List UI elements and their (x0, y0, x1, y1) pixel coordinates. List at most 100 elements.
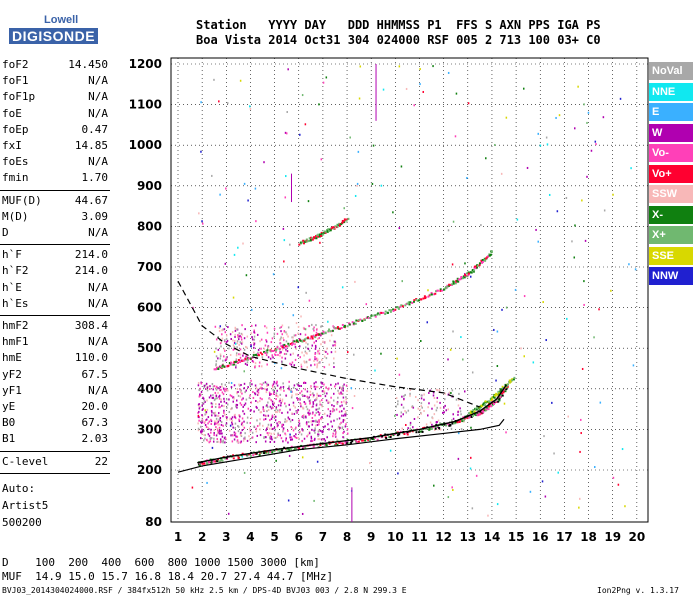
noise-point (523, 355, 525, 358)
echo-cloud-point (273, 440, 276, 443)
echo-cloud-point (310, 437, 313, 440)
echo-cloud-point (333, 340, 335, 343)
echo-cloud-point (245, 389, 247, 392)
echo-cloud-point (219, 355, 222, 358)
echo-cloud-point (283, 331, 286, 334)
echo-cloud-point (346, 428, 349, 431)
o2-trace-point (293, 340, 296, 343)
echo-cloud-point (294, 334, 297, 337)
echo-cloud-point (431, 407, 433, 410)
echo-cloud-point (284, 357, 287, 360)
o2-trace-point (404, 304, 407, 307)
echo-cloud-point (206, 399, 208, 402)
echo-cloud-point (221, 435, 224, 438)
echo-cloud-point (254, 362, 257, 365)
noise-point (382, 88, 385, 91)
echo-cloud-point (259, 411, 262, 414)
echo-cloud-point (238, 335, 240, 338)
o-trace-point (285, 448, 288, 451)
o2-trace-point (443, 288, 446, 291)
noise-point (553, 452, 555, 455)
echo-cloud-point (311, 344, 314, 347)
echo-cloud-point (209, 440, 212, 443)
noise-point (316, 337, 319, 340)
echo-cloud-point (314, 344, 317, 347)
o2-trace-point (367, 316, 370, 319)
echo-cloud-point (251, 431, 254, 434)
o2-trace-point (376, 313, 379, 316)
echo-cloud-point (213, 437, 215, 440)
echo-cloud-point (409, 394, 411, 397)
echo-cloud-point (338, 417, 341, 420)
o-trace-point (216, 460, 219, 463)
o-trace-point (258, 453, 261, 456)
o-trace-point (406, 431, 409, 434)
o2-trace-point (322, 330, 325, 333)
o2-trace-point (251, 356, 254, 359)
echo-cloud-point (313, 394, 315, 397)
noise-point (420, 340, 422, 343)
o-trace-point (399, 430, 402, 433)
echo-cloud-point (229, 354, 232, 357)
o2-trace-point (336, 327, 339, 330)
echo-cloud-point (199, 387, 201, 390)
echo-cloud-point (308, 358, 310, 361)
echo-cloud-point (207, 422, 209, 425)
o2-trace-point (466, 275, 469, 278)
echo-cloud-point (303, 360, 305, 363)
echo-cloud-point (247, 407, 250, 410)
echo-cloud-point (265, 339, 267, 342)
echo-cloud-point (307, 343, 309, 346)
o-trace-point (499, 394, 502, 397)
echo-cloud-point (237, 336, 239, 339)
noise-point (219, 325, 222, 328)
echo-cloud-point (325, 350, 327, 353)
x-trace-point (511, 379, 514, 382)
o2-trace-point (411, 301, 414, 304)
noise-point (433, 484, 435, 487)
echo-cloud-point (322, 438, 324, 441)
o2-trace-point (427, 295, 430, 298)
noise-point (229, 424, 232, 427)
o-trace-point (471, 415, 474, 418)
param-name: foF1 (2, 74, 29, 88)
o-trace-point (431, 426, 434, 429)
echo-cloud-point (253, 329, 256, 332)
o2-trace-point (276, 346, 279, 349)
o-trace-point (458, 420, 461, 423)
o-trace-point (418, 431, 421, 434)
echo-cloud-point (225, 437, 227, 440)
echo-cloud-point (432, 394, 435, 397)
echo-cloud-point (232, 426, 234, 429)
echo-cloud-point (205, 425, 208, 428)
echo-cloud-point (271, 427, 273, 430)
echo-cloud-point (342, 389, 344, 392)
echo-cloud-point (285, 349, 287, 352)
o2-trace-point (464, 273, 467, 276)
echo-cloud-point (309, 393, 312, 396)
echo-cloud-point (263, 347, 266, 350)
o-trace-point (269, 450, 272, 453)
echo-cloud-point (284, 420, 286, 423)
echo-cloud-point (314, 358, 316, 361)
echo-cloud-point (444, 392, 446, 395)
echo-cloud-point (427, 414, 429, 417)
o2-trace-point (380, 311, 383, 314)
echo-cloud-point (270, 341, 273, 344)
echo-cloud-point (215, 426, 217, 429)
echo-cloud-point (313, 326, 315, 329)
echo-cloud-point (251, 436, 253, 439)
echo-cloud-point (439, 422, 441, 425)
echo-cloud-point (232, 348, 235, 351)
echo-cloud-point (281, 348, 284, 351)
echo-cloud-point (306, 408, 309, 411)
echo-cloud-point (308, 325, 310, 328)
o2-trace-point (445, 286, 448, 289)
o2-trace-point (471, 269, 474, 272)
o3-trace-point (303, 242, 306, 245)
echo-cloud-point (264, 344, 267, 347)
echo-cloud-point (214, 421, 216, 424)
noise-point (369, 462, 371, 465)
x-trace-point (481, 405, 484, 408)
